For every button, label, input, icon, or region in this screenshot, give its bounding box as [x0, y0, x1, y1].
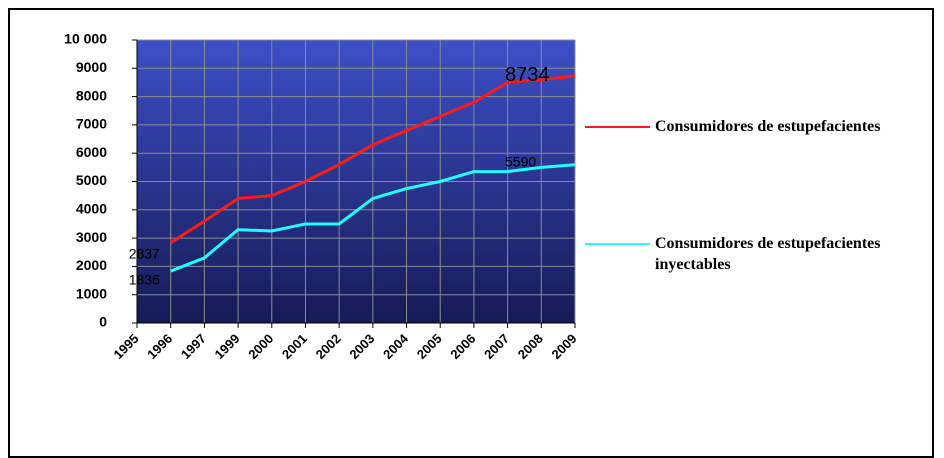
- y-tick-label: 10 000: [64, 31, 107, 47]
- y-tick-label: 9000: [76, 59, 107, 75]
- x-tick-label: 2001: [279, 331, 310, 362]
- x-tick-label: 2002: [313, 331, 344, 362]
- y-tick-label: 2000: [76, 257, 107, 273]
- data-label: 8734: [505, 64, 550, 86]
- series-line: [170, 163, 576, 273]
- y-tick-label: 0: [99, 314, 107, 330]
- y-tick-label: 1000: [76, 285, 107, 301]
- x-tick-label: 1997: [178, 331, 209, 362]
- y-tick-label: 8000: [76, 87, 107, 103]
- x-tick-label: 2007: [481, 331, 512, 362]
- x-tick-label: 2008: [515, 331, 546, 362]
- x-tick-label: 2004: [380, 330, 412, 362]
- x-tick-label: 1995: [110, 331, 141, 362]
- data-label: 2837: [129, 245, 160, 261]
- y-tick-label: 5000: [76, 172, 107, 188]
- legend-label: Consumidores de estupefacientes: [655, 118, 881, 135]
- x-tick-label: 2005: [414, 331, 445, 362]
- y-tick-label: 6000: [76, 144, 107, 160]
- x-tick-label: 2006: [447, 331, 478, 362]
- legend-label: Consumidores de estupefacientes inyectab…: [655, 235, 881, 273]
- series-line: [169, 74, 576, 244]
- y-tick-label: 4000: [76, 201, 107, 217]
- data-label: 1836: [129, 272, 160, 288]
- x-tick-label: 1996: [144, 331, 175, 362]
- x-tick-label: 2000: [245, 331, 276, 362]
- y-tick-label: 3000: [76, 229, 107, 245]
- data-label: 5590: [505, 154, 536, 170]
- x-tick-label: 2003: [346, 331, 377, 362]
- x-tick-label: 1999: [212, 331, 243, 362]
- y-tick-label: 7000: [76, 116, 107, 132]
- x-tick-label: 2009: [548, 331, 579, 362]
